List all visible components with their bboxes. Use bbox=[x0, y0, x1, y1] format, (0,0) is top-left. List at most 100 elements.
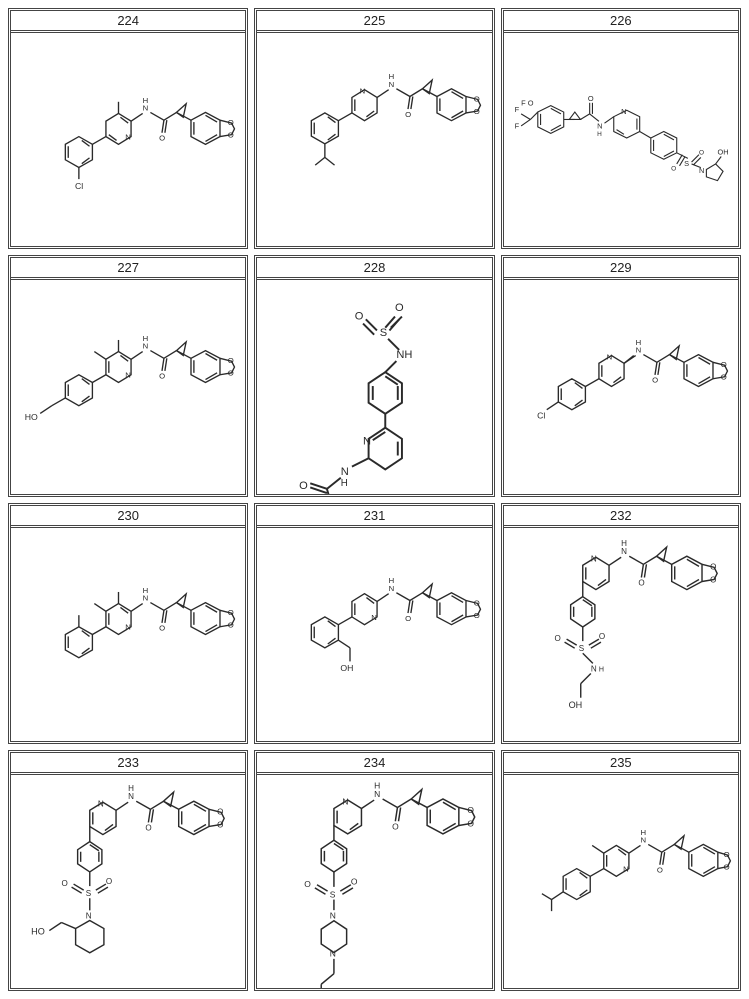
svg-text:O: O bbox=[468, 805, 475, 815]
svg-text:O: O bbox=[723, 863, 729, 872]
svg-text:O: O bbox=[228, 608, 234, 617]
svg-text:Cl: Cl bbox=[537, 411, 545, 421]
compound-cell: 227 O O O N H bbox=[8, 255, 248, 496]
svg-text:OH: OH bbox=[341, 663, 354, 673]
compound-structure: O O O N H N bbox=[257, 528, 491, 741]
svg-text:O: O bbox=[228, 620, 234, 629]
compound-structure: O O O N H N bbox=[11, 775, 245, 991]
svg-text:N: N bbox=[623, 865, 629, 874]
svg-text:NH: NH bbox=[397, 349, 413, 361]
svg-text:OH: OH bbox=[568, 699, 582, 709]
compound-id: 225 bbox=[257, 11, 491, 33]
svg-text:N: N bbox=[389, 584, 395, 593]
svg-text:N: N bbox=[635, 346, 641, 355]
svg-text:N: N bbox=[360, 86, 366, 95]
svg-text:O: O bbox=[474, 94, 480, 103]
svg-text:O: O bbox=[405, 614, 411, 623]
svg-text:O: O bbox=[228, 356, 234, 365]
svg-text:O: O bbox=[299, 480, 308, 492]
svg-text:H: H bbox=[640, 828, 646, 837]
svg-text:O: O bbox=[720, 373, 726, 382]
svg-text:O: O bbox=[587, 94, 593, 103]
svg-text:F: F bbox=[514, 122, 519, 131]
compound-cell: 230 O O O N H bbox=[8, 503, 248, 744]
svg-text:O: O bbox=[355, 311, 364, 323]
compound-id: 229 bbox=[504, 258, 738, 280]
compound-cell: 229 O O O N H bbox=[501, 255, 741, 496]
svg-text:H: H bbox=[389, 72, 395, 81]
svg-text:N: N bbox=[125, 370, 131, 379]
svg-text:O: O bbox=[710, 575, 716, 584]
compound-cell: 234 O O O N H bbox=[254, 750, 494, 991]
compound-id: 230 bbox=[11, 506, 245, 528]
svg-text:O: O bbox=[228, 368, 234, 377]
compound-cell: 224 O O O bbox=[8, 8, 248, 249]
svg-text:O: O bbox=[723, 850, 729, 859]
svg-text:O: O bbox=[228, 131, 234, 140]
svg-text:F O: F O bbox=[521, 98, 534, 107]
compound-id: 227 bbox=[11, 258, 245, 280]
svg-text:N: N bbox=[98, 799, 104, 808]
svg-text:H: H bbox=[143, 586, 149, 595]
svg-text:H: H bbox=[621, 539, 627, 548]
svg-text:N: N bbox=[606, 353, 612, 362]
svg-text:N: N bbox=[143, 104, 149, 113]
compound-structure: O O O N H N bbox=[11, 33, 245, 246]
svg-text:O: O bbox=[554, 634, 560, 643]
svg-text:O: O bbox=[652, 376, 658, 385]
svg-text:N: N bbox=[363, 436, 371, 448]
svg-text:Cl: Cl bbox=[75, 181, 83, 191]
svg-text:O: O bbox=[159, 134, 165, 143]
svg-text:H: H bbox=[374, 781, 380, 790]
svg-text:H: H bbox=[597, 131, 602, 138]
svg-text:S: S bbox=[330, 889, 336, 899]
compound-id: 233 bbox=[11, 753, 245, 775]
svg-text:N: N bbox=[343, 796, 349, 806]
svg-text:O: O bbox=[217, 820, 223, 829]
svg-text:HO: HO bbox=[25, 412, 38, 422]
svg-text:N: N bbox=[621, 547, 627, 556]
svg-text:N: N bbox=[125, 133, 131, 142]
compound-id: 235 bbox=[504, 753, 738, 775]
svg-text:O: O bbox=[145, 823, 151, 832]
svg-text:H: H bbox=[143, 333, 149, 342]
svg-text:O: O bbox=[395, 302, 404, 314]
svg-text:H: H bbox=[143, 96, 149, 105]
svg-text:O: O bbox=[599, 632, 605, 641]
compound-cell: 226 F F F O O bbox=[501, 8, 741, 249]
compound-structure: O O O N H N bbox=[11, 280, 245, 493]
svg-text:N: N bbox=[330, 910, 336, 920]
svg-text:O: O bbox=[671, 165, 676, 172]
svg-text:O: O bbox=[657, 866, 663, 875]
svg-text:O: O bbox=[405, 109, 411, 118]
svg-text:S: S bbox=[578, 644, 584, 653]
svg-text:N: N bbox=[128, 792, 134, 801]
svg-text:O: O bbox=[638, 578, 644, 587]
svg-text:O: O bbox=[305, 879, 312, 889]
svg-text:N: N bbox=[372, 613, 378, 622]
svg-text:O: O bbox=[720, 361, 726, 370]
compound-structure: O O O N H N bbox=[504, 280, 738, 493]
svg-text:O: O bbox=[699, 149, 704, 156]
svg-text:H: H bbox=[635, 338, 641, 347]
svg-text:N: N bbox=[143, 341, 149, 350]
svg-text:N: N bbox=[591, 554, 597, 563]
compound-cell: 235 O O O N H bbox=[501, 750, 741, 991]
compound-id: 234 bbox=[257, 753, 491, 775]
svg-text:N: N bbox=[640, 836, 646, 845]
svg-text:S: S bbox=[684, 159, 689, 168]
compound-cell: 232 O O O N H bbox=[501, 503, 741, 744]
compound-structure: O O O N H N bbox=[11, 528, 245, 741]
svg-text:H: H bbox=[389, 576, 395, 585]
compound-grid: 224 O O O bbox=[8, 8, 741, 991]
svg-text:O: O bbox=[392, 821, 399, 831]
svg-text:H: H bbox=[599, 666, 604, 673]
svg-text:O: O bbox=[351, 876, 358, 886]
compound-cell: 231 O O O N H bbox=[254, 503, 494, 744]
compound-structure: O S O NH N bbox=[257, 280, 491, 496]
svg-text:N: N bbox=[597, 122, 602, 131]
svg-text:O: O bbox=[159, 623, 165, 632]
svg-text:O: O bbox=[710, 562, 716, 571]
svg-text:O: O bbox=[474, 611, 480, 620]
svg-text:O: O bbox=[474, 598, 480, 607]
